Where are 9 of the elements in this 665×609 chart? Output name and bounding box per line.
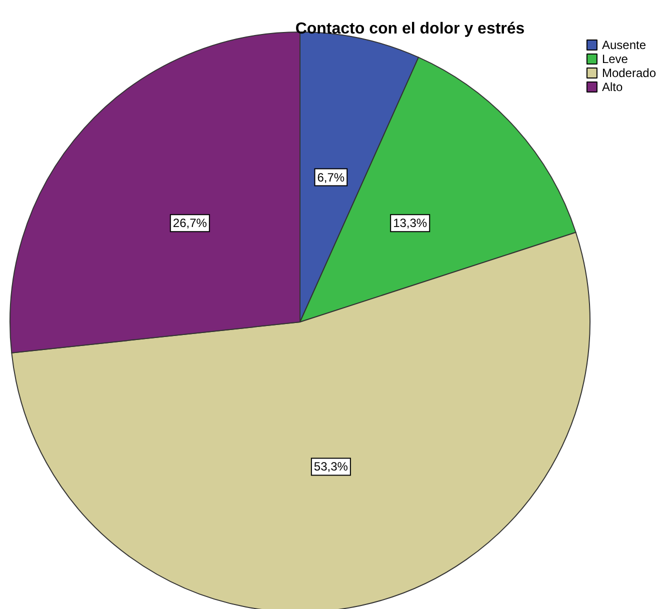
legend-label: Ausente xyxy=(602,38,646,52)
data-label: 26,7% xyxy=(172,216,208,230)
legend-label: Moderado xyxy=(602,66,656,80)
data-label: 13,3% xyxy=(393,216,428,230)
legend-label: Alto xyxy=(602,80,623,94)
data-label: 53,3% xyxy=(314,460,348,474)
data-label: 6,7% xyxy=(317,170,345,184)
legend-label: Leve xyxy=(602,52,628,66)
chart-title: Contacto con el dolor y estrés xyxy=(295,20,525,38)
